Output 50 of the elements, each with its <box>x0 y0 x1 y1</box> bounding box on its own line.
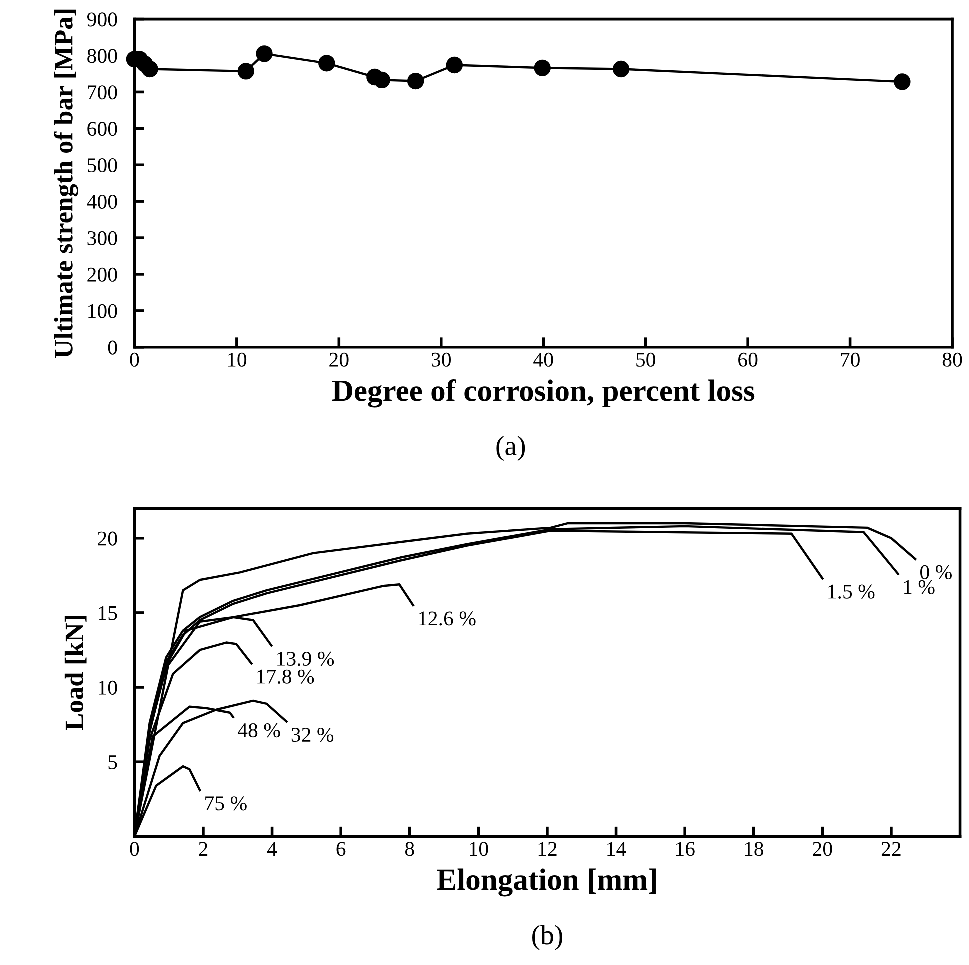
series-label: 48 % <box>238 724 280 738</box>
x-axis-title: Degree of corrosion, percent loss <box>332 379 755 408</box>
x-tick-label: 6 <box>336 842 346 856</box>
x-tick-label: 14 <box>608 842 626 856</box>
x-tick-label: 2 <box>199 842 208 856</box>
x-tick-label: 30 <box>432 352 451 367</box>
series-label: 75 % <box>206 796 247 811</box>
y-tick-label: 100 <box>88 304 118 318</box>
y-tick-label: 200 <box>88 268 118 282</box>
x-tick-label: 12 <box>538 842 557 856</box>
series-label: 32 % <box>292 728 334 742</box>
text: (a) <box>496 436 526 462</box>
series-label: 13.9 % <box>278 652 334 666</box>
y-tick-label: 500 <box>88 158 118 173</box>
y-tick-label: 700 <box>88 86 118 100</box>
y-tick-label: 400 <box>87 194 118 210</box>
series-label: 1.5 % <box>828 584 875 599</box>
x-tick-label: 40 <box>534 352 554 367</box>
x-tick-label: 10 <box>470 842 488 856</box>
x-tick-label: 20 <box>330 352 349 367</box>
y-axis-title: Load [kN] <box>64 616 87 730</box>
y-tick-label: 15 <box>99 606 118 620</box>
y-tick-label: 800 <box>88 49 118 64</box>
series-label: 0 % <box>920 565 952 580</box>
series-label: 1 % <box>904 580 935 594</box>
x-tick-label: 22 <box>882 842 901 856</box>
text: (b) <box>532 925 562 950</box>
x-tick-label: 16 <box>676 842 695 856</box>
x-tick-label: 4 <box>267 842 278 856</box>
y-tick-label: 900 <box>87 12 118 27</box>
x-tick-label: 50 <box>636 352 656 367</box>
x-tick-label: 8 <box>405 842 414 856</box>
x-tick-label: 20 <box>813 842 832 856</box>
y-tick-label: 20 <box>98 532 118 546</box>
y-tick-label: 0 <box>108 340 118 355</box>
y-tick-label: 600 <box>88 122 118 136</box>
x-tick-label: 60 <box>738 352 758 367</box>
x-tick-label: 18 <box>745 842 764 856</box>
series-label: 17.8 % <box>258 670 314 684</box>
x-tick-label: 70 <box>841 352 860 367</box>
y-axis-title: Ultimate strength of bar [MPa] <box>54 10 78 358</box>
y-tick-label: 10 <box>99 680 118 695</box>
x-tick-label: 0 <box>130 842 140 856</box>
y-tick-label: 5 <box>108 756 118 770</box>
series-label: 12.6 % <box>419 612 476 626</box>
y-tick-label: 300 <box>88 231 118 246</box>
x-axis-title: Elongation [mm] <box>437 868 656 897</box>
x-tick-label: 0 <box>130 352 140 367</box>
x-tick-label: 10 <box>228 352 247 367</box>
x-tick-label: 80 <box>942 352 962 367</box>
